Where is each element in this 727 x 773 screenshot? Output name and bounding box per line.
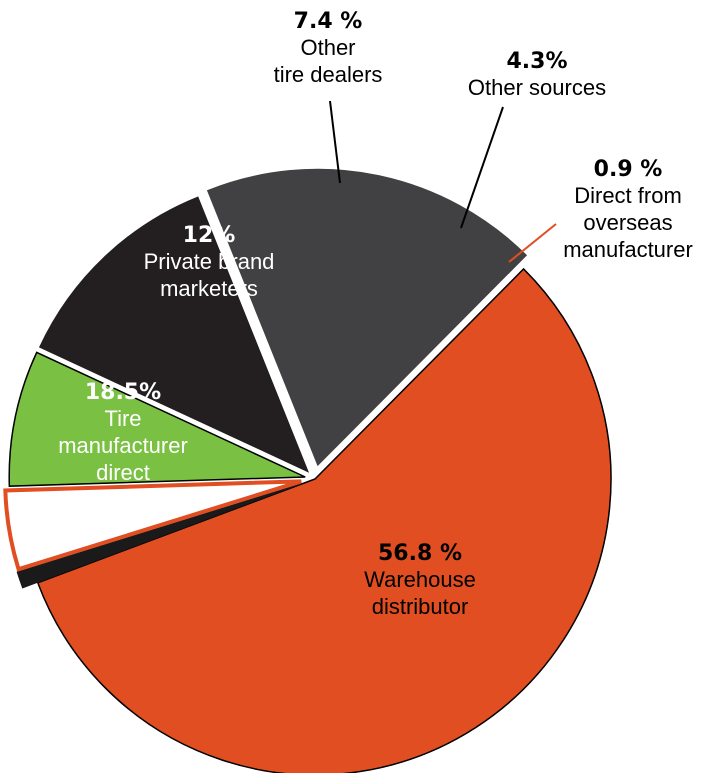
slice-category-label: manufacturer <box>58 433 188 458</box>
pie-slice <box>36 267 612 773</box>
slice-category-label: distributor <box>372 594 469 619</box>
leader-line <box>329 100 341 184</box>
slice-category-label: tire dealers <box>274 62 383 87</box>
slice-category-label: marketers <box>160 276 258 301</box>
slice-category-label: Private brand <box>144 249 275 274</box>
pie-slice <box>3 479 302 572</box>
slice-percent-label: 0.9 % <box>594 157 663 182</box>
leader-line <box>508 223 557 263</box>
leader-line <box>460 106 504 229</box>
pie-slice <box>206 168 528 467</box>
slice-category-label: Warehouse <box>364 567 476 592</box>
slice-percent-label: 4.3% <box>506 49 567 74</box>
slice-category-label: Direct from <box>574 183 682 208</box>
slice-percent-label: 7.4 % <box>294 9 363 34</box>
slice-category-label: Other sources <box>468 75 606 100</box>
slice-percent-label: 18.5% <box>85 380 161 405</box>
pie-slice <box>38 196 310 473</box>
slice-category-label: Tire <box>104 406 141 431</box>
slice-category-label: Other <box>300 35 355 60</box>
pie-slice <box>8 351 306 487</box>
slice-percent-label: 12% <box>183 223 236 248</box>
slice-category-label: manufacturer <box>563 237 693 262</box>
pie-slice <box>16 483 301 589</box>
slice-category-label: direct <box>96 460 150 485</box>
slice-percent-label: 56.8 % <box>378 541 462 566</box>
slice-category-label: overseas <box>583 210 672 235</box>
